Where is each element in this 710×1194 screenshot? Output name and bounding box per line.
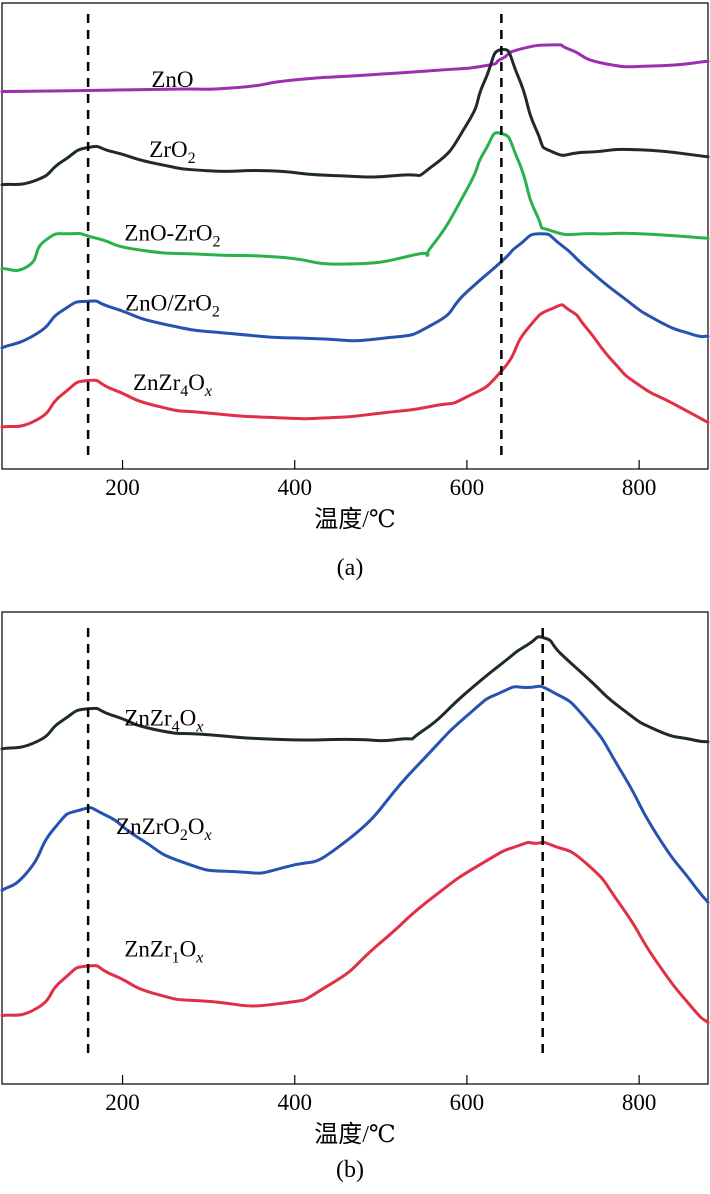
series-label-ZnZrO2Ox: ZnZrO2Ox	[116, 814, 212, 844]
series-label-ZrO2: ZrO2	[149, 137, 195, 167]
x-tick-label: 800	[622, 1090, 657, 1115]
series-line-ZnO/ZrO2	[0, 232, 710, 350]
x-tick-label: 600	[450, 475, 485, 500]
series-line-ZnZr4Ox	[0, 635, 710, 751]
x-tick-label: 800	[622, 475, 657, 500]
x-tick-label: 200	[105, 475, 140, 500]
panel-caption: (b)	[336, 1157, 364, 1183]
series-line-ZnZr4Ox	[0, 303, 710, 429]
plot-frame	[1, 611, 709, 1085]
series-line-ZnO	[0, 43, 710, 93]
series-label-ZnZr4Ox: ZnZr4Ox	[133, 370, 212, 400]
plot-frame	[1, 2, 709, 470]
series-line-ZrO2	[0, 47, 710, 187]
series-line-ZnZr1Ox	[0, 840, 710, 1025]
x-tick-label: 400	[277, 475, 312, 500]
x-axis-label: 温度/℃	[314, 1121, 396, 1148]
series-label-ZnO/ZrO2: ZnO/ZrO2	[125, 291, 220, 321]
series-line-ZnO-ZrO2	[0, 131, 710, 273]
x-tick-label: 400	[277, 1090, 312, 1115]
series-label-ZnO: ZnO	[151, 67, 193, 92]
series-line-ZnZrO2Ox	[0, 684, 710, 904]
x-tick-label: 200	[105, 1090, 140, 1115]
x-tick-label: 600	[450, 1090, 485, 1115]
panel-caption: (a)	[337, 555, 364, 581]
series-label-ZnZr1Ox: ZnZr1Ox	[124, 937, 203, 967]
panel-b-chart: 200 400 600 800 温度/℃ (b) ZnZr4Ox ZnZrO2Ox ZnZr1O…	[0, 611, 710, 1183]
series-label-ZnO-ZrO2: ZnO-ZrO2	[124, 221, 220, 251]
x-axis-label: 温度/℃	[314, 506, 396, 533]
panel-a-chart: 200 400 600 800 温度/℃ (a) ZnO ZrO2 ZnO-ZrO2 ZnO/Zr…	[0, 2, 710, 581]
series-label-ZnZr4Ox: ZnZr4Ox	[124, 705, 203, 735]
